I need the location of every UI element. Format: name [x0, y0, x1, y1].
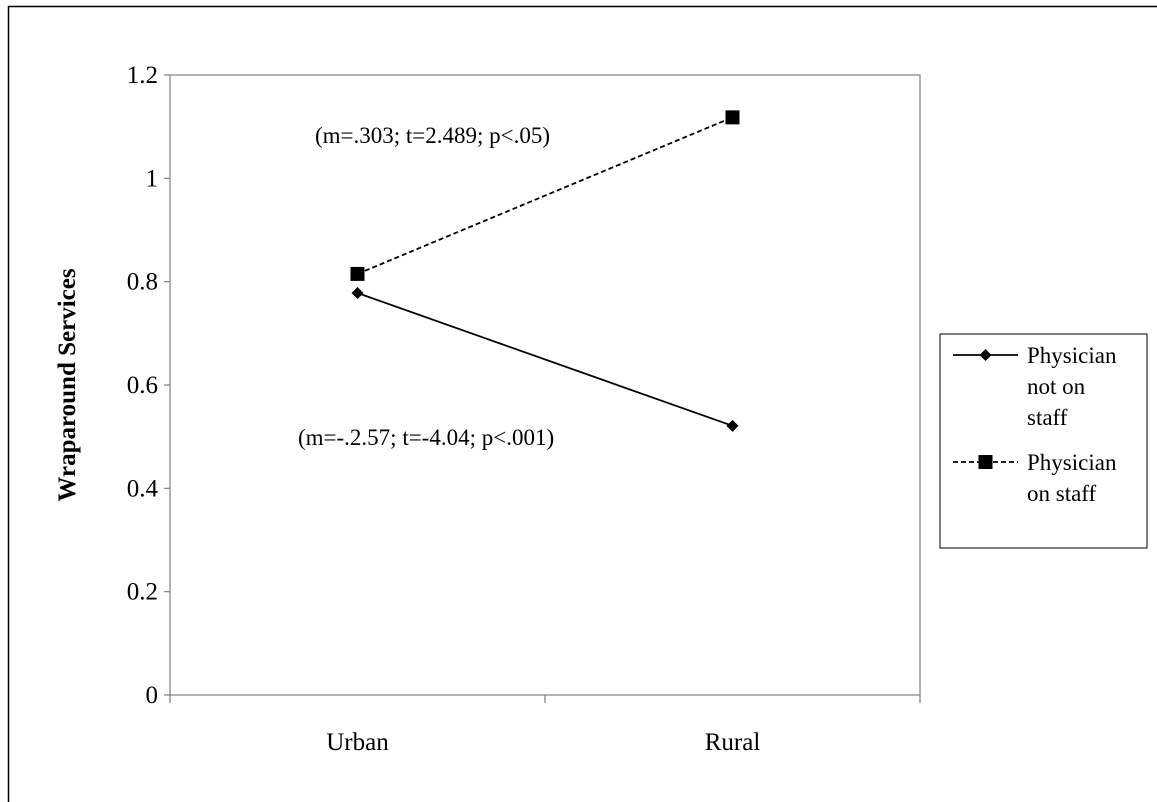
legend-box — [939, 333, 1148, 549]
legend: Physician not on staff Physician on staff — [939, 333, 1148, 549]
series-layer — [350, 110, 740, 432]
series-line — [357, 292, 733, 427]
x-axis: Urban Rural — [169, 695, 921, 756]
y-tick-label: 1.2 — [127, 62, 158, 89]
annotation-on-staff: (m=.303; t=2.489; p<.05) — [315, 123, 550, 148]
y-axis-label: Wraparound Services — [54, 268, 81, 501]
y-tick-label: 1 — [146, 165, 159, 192]
legend-label: staff — [1027, 405, 1068, 430]
y-axis: 0 0.2 0.4 0.6 0.8 1 1.2 — [127, 62, 170, 709]
data-point — [725, 110, 740, 125]
legend-label: not on — [1027, 374, 1086, 399]
data-point — [351, 287, 364, 300]
series-line — [357, 116, 733, 275]
legend-label: Physician — [1027, 343, 1117, 368]
legend-marker — [979, 349, 992, 361]
y-tick-label: 0 — [146, 682, 159, 709]
legend-label: on staff — [1027, 481, 1097, 506]
x-tick-label: Rural — [705, 729, 761, 756]
data-point — [726, 419, 739, 432]
y-tick-label: 0.8 — [127, 269, 158, 296]
plot-area — [169, 74, 921, 696]
y-tick-label: 0.4 — [127, 475, 159, 502]
annotation-not-on-staff: (m=-.2.57; t=-4.04; p<.001) — [298, 425, 554, 450]
legend-label: Physician — [1027, 450, 1117, 475]
data-point — [350, 266, 365, 281]
y-tick-label: 0.2 — [127, 579, 158, 606]
y-tick-label: 0.6 — [127, 372, 158, 399]
x-tick-label: Urban — [326, 729, 389, 756]
legend-marker — [978, 455, 993, 469]
